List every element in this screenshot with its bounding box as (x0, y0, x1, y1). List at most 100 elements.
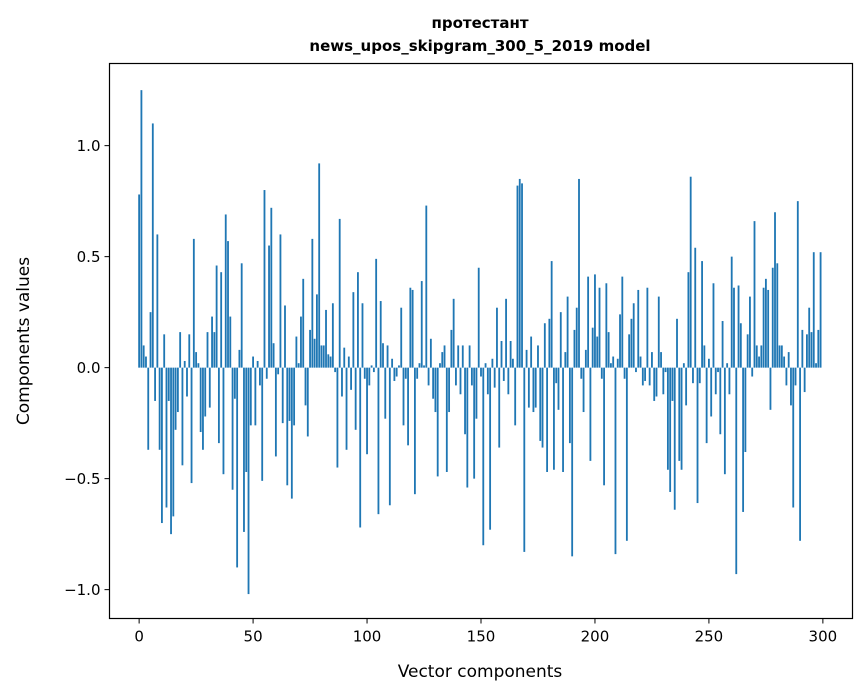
x-axis: 0 50 100 150 200 250 300 (134, 618, 837, 646)
bar (548, 318, 551, 368)
bar (664, 367, 667, 373)
bar (712, 283, 715, 368)
bar (334, 367, 337, 373)
bar (327, 354, 330, 368)
bar (263, 190, 266, 368)
bar (181, 367, 184, 466)
bar (161, 367, 163, 524)
bar (170, 367, 172, 535)
bar (309, 329, 311, 368)
bar (776, 263, 779, 368)
bar (500, 341, 503, 368)
bar (220, 272, 223, 368)
bar (812, 252, 815, 368)
bar (190, 367, 193, 484)
y-tick-label: 1.0 (77, 137, 101, 155)
bar (270, 207, 273, 368)
bar (167, 367, 170, 401)
bar (268, 245, 270, 368)
bar (669, 367, 672, 492)
bar (215, 265, 218, 368)
bar (183, 360, 186, 368)
bar (272, 343, 275, 368)
bar (737, 285, 740, 368)
bar (651, 352, 653, 368)
bar (350, 367, 353, 390)
bar (477, 267, 480, 368)
bar (589, 367, 592, 461)
bar (792, 367, 795, 508)
bar (286, 367, 289, 486)
bar (163, 334, 166, 368)
bar (475, 367, 478, 419)
bar (573, 329, 576, 368)
bar (195, 352, 198, 368)
bar (783, 356, 786, 368)
bar (543, 323, 546, 368)
bar (331, 303, 334, 368)
bar (735, 367, 738, 575)
bar (806, 334, 808, 368)
bar (562, 367, 564, 472)
x-tick-label: 150 (467, 628, 496, 646)
x-tick-label: 200 (581, 628, 610, 646)
bar (179, 332, 182, 368)
bar (222, 367, 225, 475)
bar (158, 367, 161, 450)
bar (749, 296, 751, 368)
bar (644, 367, 647, 381)
bar (799, 367, 801, 541)
bar (578, 178, 580, 368)
bar (509, 341, 512, 368)
bar (489, 367, 492, 530)
bar (598, 287, 601, 368)
bar (623, 367, 626, 379)
bar (680, 367, 683, 470)
bar (769, 367, 772, 410)
bar (621, 276, 624, 368)
bar (614, 367, 617, 555)
bar (660, 352, 662, 368)
bar (304, 367, 307, 406)
bar (666, 367, 669, 470)
bar (493, 367, 496, 388)
bar (240, 263, 243, 368)
x-axis-label: Vector components (398, 662, 563, 682)
bar (559, 312, 562, 368)
bar (468, 345, 471, 368)
bar (682, 363, 685, 368)
bar (336, 367, 339, 468)
bar (459, 367, 462, 395)
bar (616, 358, 619, 368)
bar (341, 367, 343, 397)
bar (361, 303, 364, 368)
bar (730, 256, 733, 368)
bar (630, 318, 633, 368)
bar (345, 367, 348, 450)
bar (259, 367, 261, 386)
bar (673, 367, 676, 510)
bar (238, 349, 241, 368)
bar (619, 314, 621, 368)
bar (318, 163, 321, 368)
bar (480, 367, 482, 377)
bar (443, 345, 446, 368)
bar (496, 307, 498, 368)
bar (416, 367, 419, 379)
bar (377, 367, 380, 515)
bar (803, 367, 806, 393)
bar (154, 367, 156, 401)
bar (762, 287, 765, 368)
bar (322, 345, 325, 368)
bar (696, 367, 699, 504)
bar (391, 358, 394, 368)
bar (370, 365, 373, 368)
bar (470, 367, 473, 386)
bar (311, 238, 314, 368)
bar (819, 252, 822, 368)
bar (641, 367, 644, 386)
bar (605, 283, 608, 368)
bar (436, 367, 439, 477)
bar (744, 367, 747, 452)
bar (810, 332, 813, 368)
